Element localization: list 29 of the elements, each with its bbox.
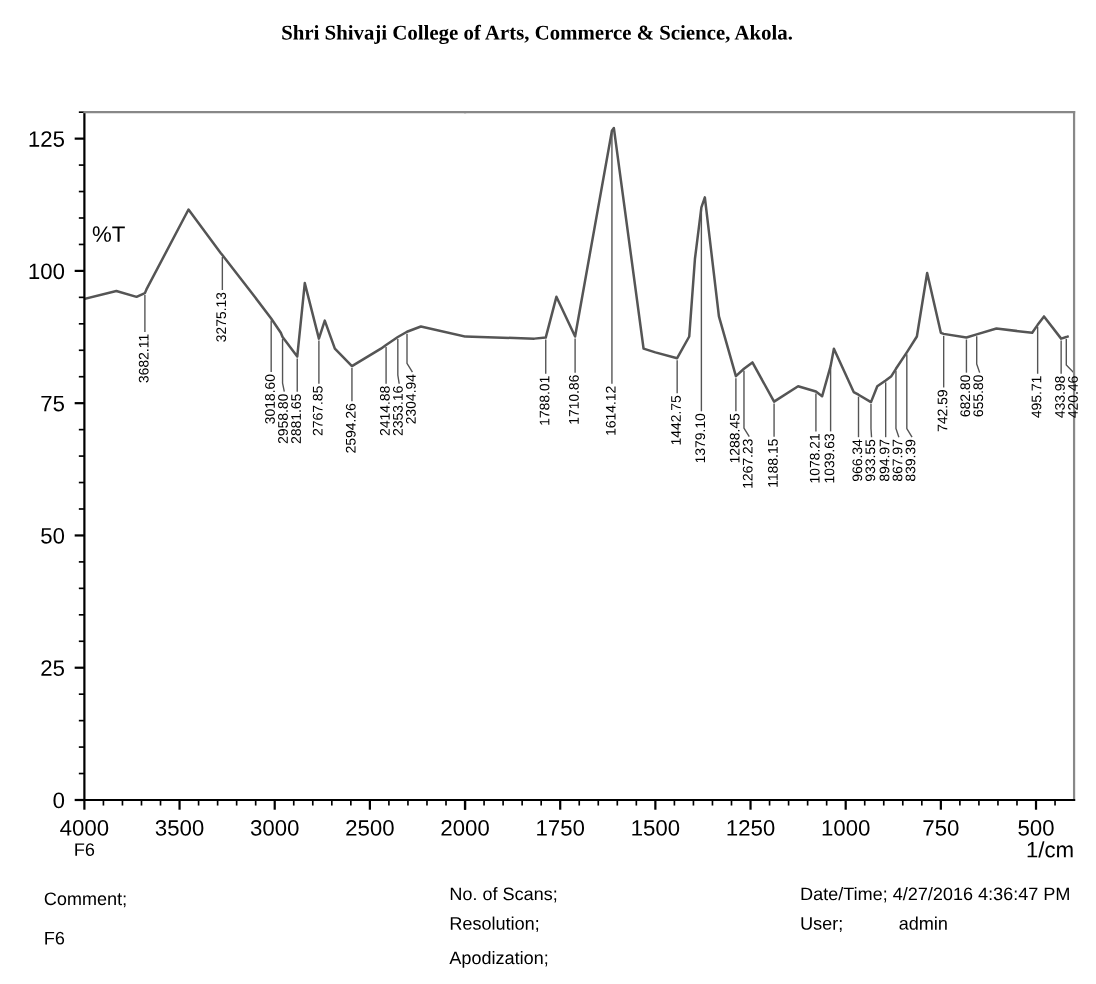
y-tick-label: 125 xyxy=(29,131,65,147)
y-tick-label: 75 xyxy=(41,395,65,412)
y-tick-label: 50 xyxy=(41,527,65,544)
x-tick-label: 3500 xyxy=(155,820,204,836)
text: Resolution; xyxy=(450,916,539,932)
text: No. of Scans; xyxy=(450,887,557,903)
x-tick-label: 500 xyxy=(1018,820,1054,836)
text: User; xyxy=(801,917,842,932)
x-tick-label: 2000 xyxy=(441,820,489,836)
y-axis-title: %T xyxy=(92,226,125,242)
y-tick-label: 0 xyxy=(53,792,65,809)
x-tick-label: 1750 xyxy=(537,820,585,836)
text: F6 xyxy=(45,931,65,945)
x-tick-label: 1500 xyxy=(632,820,680,836)
x-tick-label: 3000 xyxy=(250,820,299,836)
x-tick-label: 750 xyxy=(923,820,959,836)
y-tick-label: 100 xyxy=(29,263,65,280)
text: F6 xyxy=(75,843,95,857)
x-tick-label: 1000 xyxy=(822,820,870,836)
x-tick-label: 4000 xyxy=(60,820,109,836)
text: Shri Shivaji College of Arts, Commerce & Science, Akola. xyxy=(282,24,792,45)
x-tick-label: 2500 xyxy=(346,820,394,836)
text: Date/Time; 4/27/2016 4:36:47 PM xyxy=(801,887,1069,903)
text: Comment; xyxy=(44,892,126,908)
x-tick-label: 1250 xyxy=(727,820,775,836)
x-axis-title: 1/cm xyxy=(1027,841,1073,858)
y-tick-label: 25 xyxy=(41,660,65,676)
text: Apodization; xyxy=(449,950,548,968)
text: admin xyxy=(899,916,947,930)
